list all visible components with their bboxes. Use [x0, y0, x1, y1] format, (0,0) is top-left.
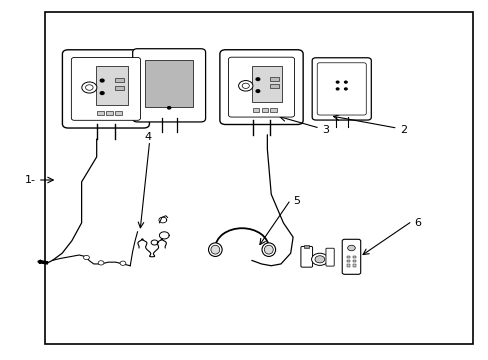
Circle shape: [311, 253, 327, 265]
Text: 5: 5: [292, 197, 300, 206]
FancyBboxPatch shape: [317, 63, 366, 115]
Ellipse shape: [262, 243, 275, 256]
FancyBboxPatch shape: [132, 49, 205, 122]
Circle shape: [336, 81, 338, 83]
Circle shape: [256, 78, 259, 81]
FancyArrow shape: [38, 260, 48, 264]
Circle shape: [85, 85, 93, 90]
Bar: [261, 108, 267, 112]
Bar: [115, 86, 124, 90]
Circle shape: [120, 261, 125, 265]
Ellipse shape: [210, 245, 219, 254]
Bar: [352, 256, 355, 258]
Text: 6: 6: [414, 218, 421, 228]
FancyBboxPatch shape: [325, 248, 333, 266]
Circle shape: [336, 88, 338, 90]
Bar: [352, 260, 355, 262]
Text: 3: 3: [322, 125, 328, 135]
Bar: [269, 77, 278, 81]
Bar: [346, 256, 350, 258]
Bar: [304, 246, 309, 248]
Bar: [346, 260, 350, 262]
Bar: [45, 12, 472, 344]
Circle shape: [81, 82, 97, 93]
FancyBboxPatch shape: [71, 58, 140, 120]
Circle shape: [314, 256, 324, 263]
Ellipse shape: [208, 243, 222, 256]
Circle shape: [98, 261, 104, 265]
Bar: [346, 264, 350, 266]
Bar: [115, 78, 124, 82]
Circle shape: [238, 81, 252, 91]
Bar: [96, 66, 127, 105]
Ellipse shape: [264, 245, 273, 254]
FancyBboxPatch shape: [342, 239, 360, 274]
Circle shape: [347, 245, 355, 251]
FancyBboxPatch shape: [300, 247, 312, 267]
FancyBboxPatch shape: [62, 50, 149, 128]
Circle shape: [83, 255, 89, 260]
Bar: [106, 111, 112, 115]
Circle shape: [100, 79, 104, 82]
Circle shape: [344, 81, 346, 83]
FancyBboxPatch shape: [220, 50, 303, 125]
Circle shape: [100, 92, 104, 94]
Text: 4: 4: [144, 132, 152, 142]
Circle shape: [242, 83, 249, 89]
Bar: [269, 108, 276, 112]
Circle shape: [256, 90, 259, 93]
Bar: [145, 59, 193, 107]
Circle shape: [167, 107, 170, 109]
Bar: [115, 111, 122, 115]
Bar: [269, 85, 278, 89]
Text: 2: 2: [399, 125, 407, 135]
Bar: [97, 111, 103, 115]
Bar: [252, 108, 259, 112]
FancyBboxPatch shape: [311, 58, 370, 120]
Circle shape: [344, 88, 346, 90]
Text: 1-: 1-: [24, 175, 35, 185]
FancyBboxPatch shape: [228, 57, 294, 117]
Bar: [252, 66, 282, 102]
Bar: [352, 264, 355, 266]
